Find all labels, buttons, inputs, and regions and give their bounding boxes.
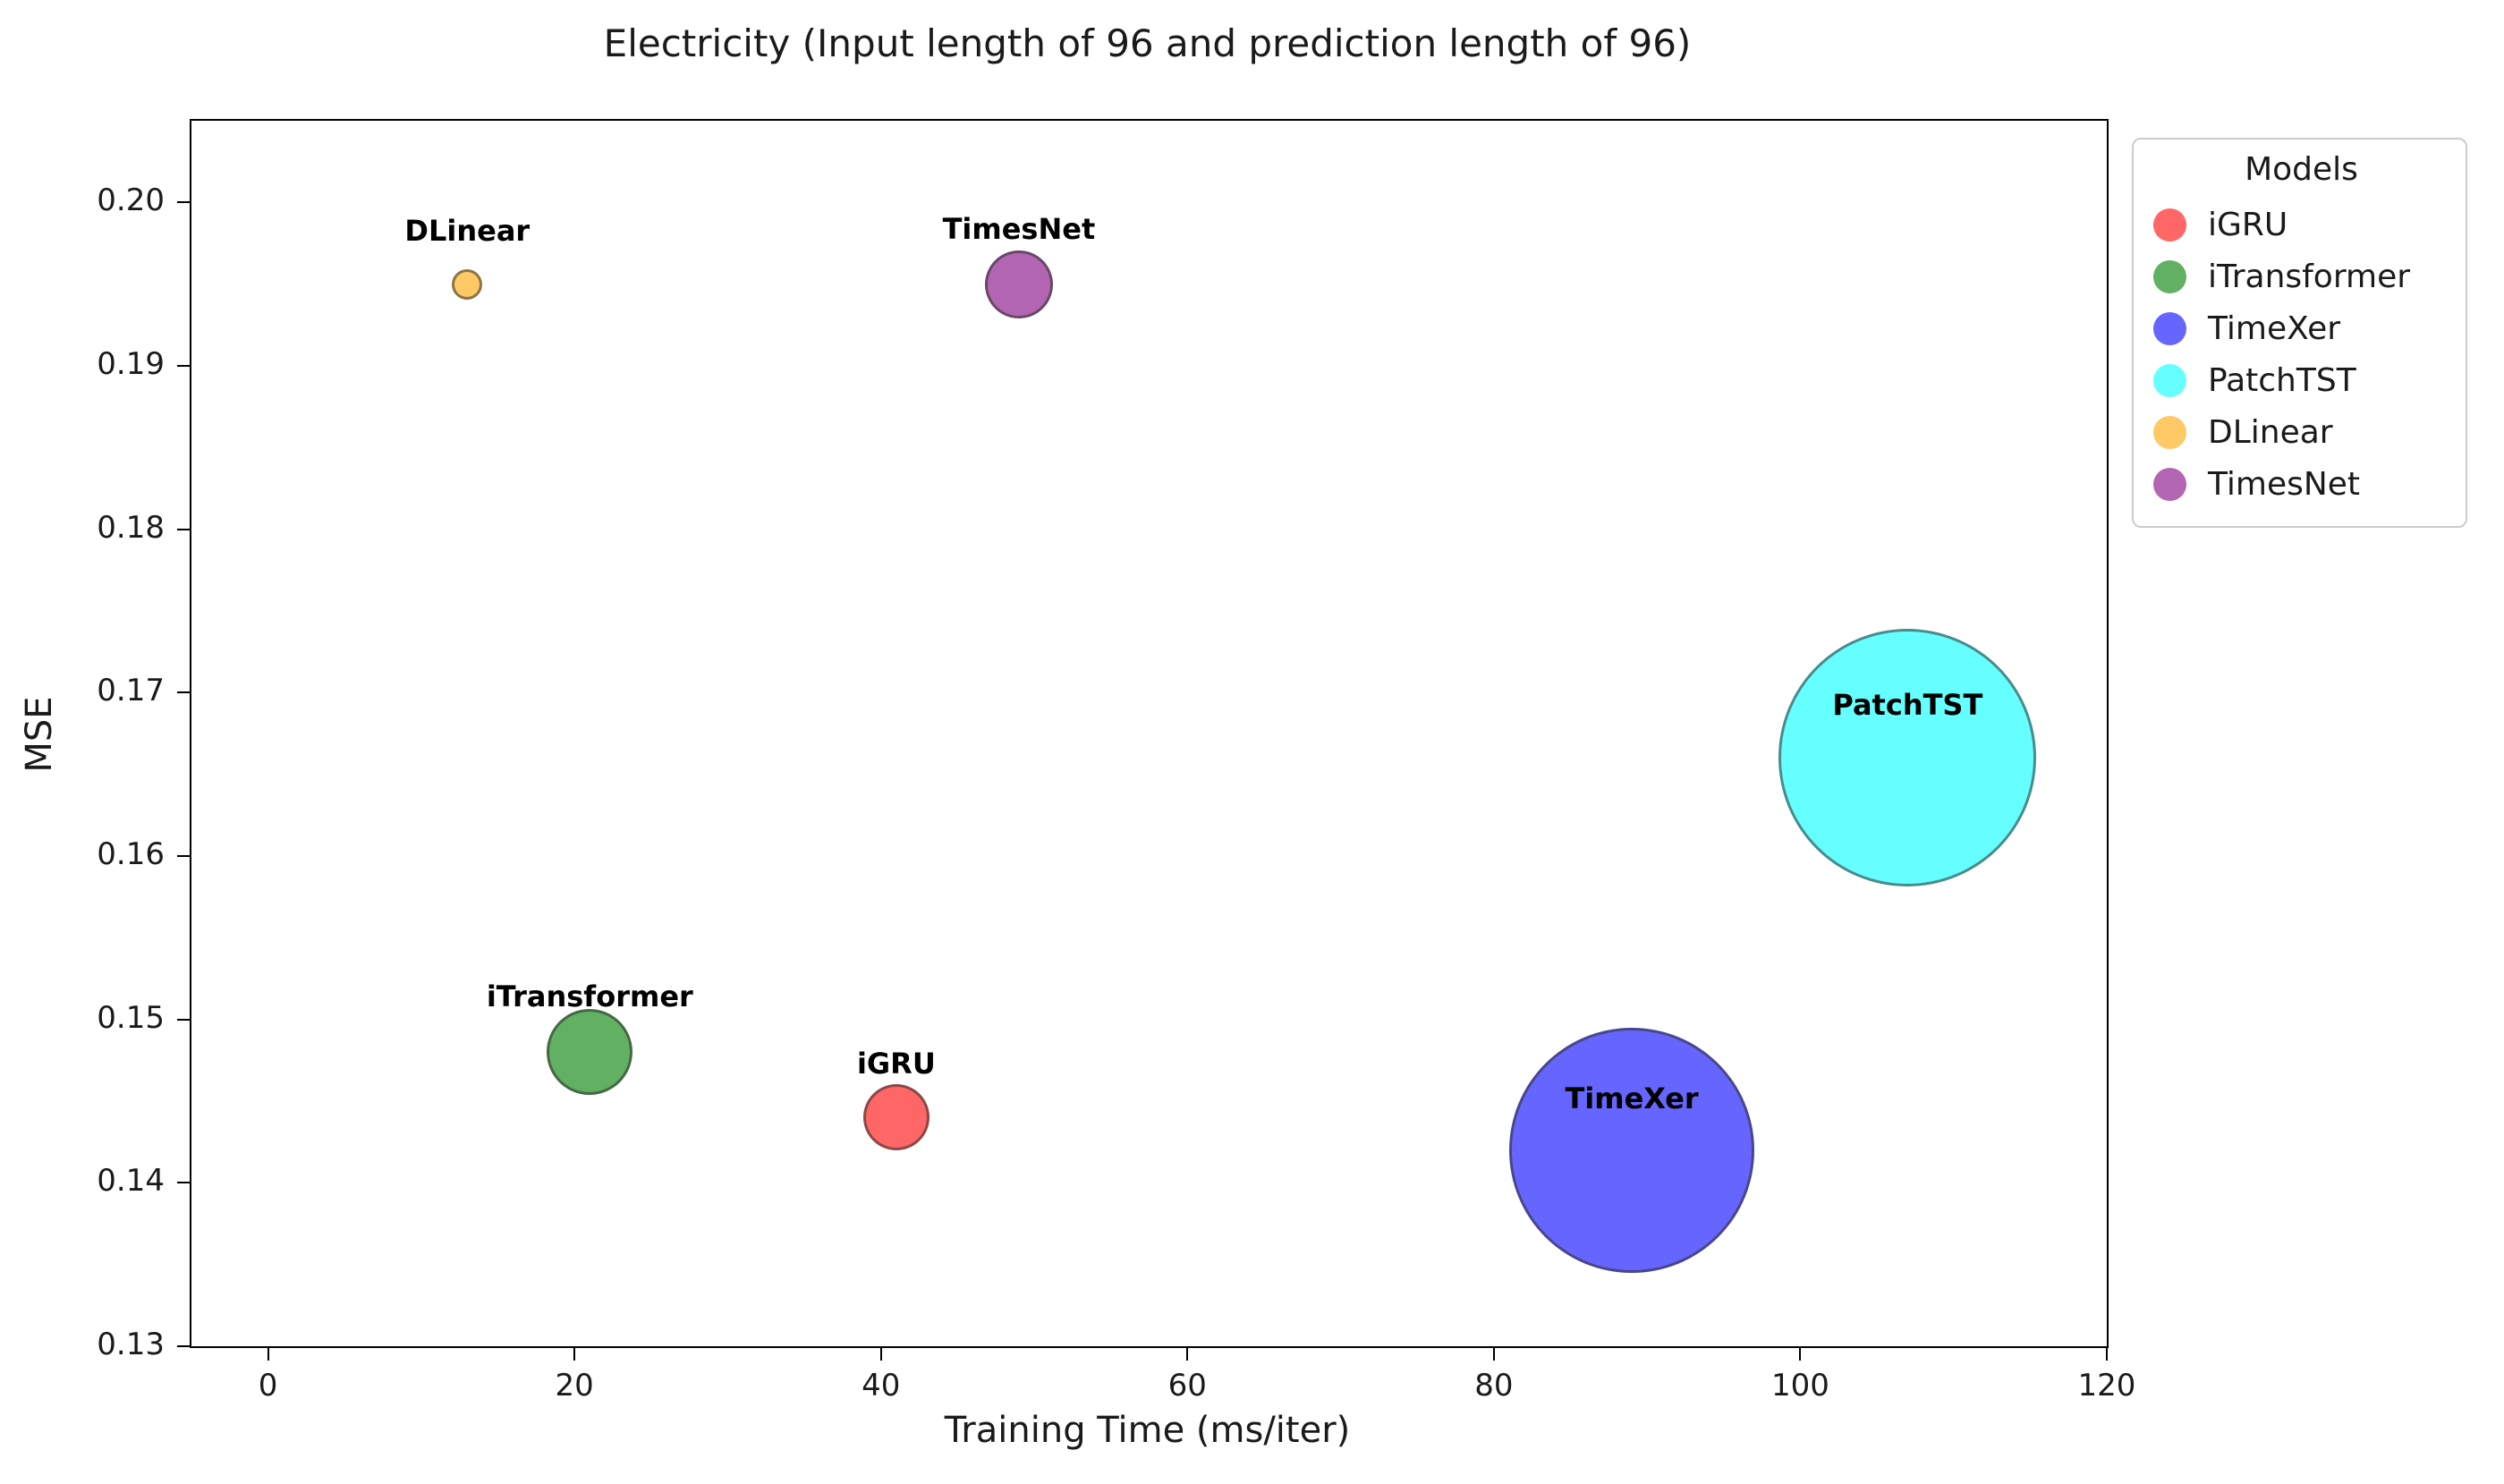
bubble-timexer (1509, 1027, 1755, 1273)
x-tick-label: 80 (1474, 1368, 1514, 1403)
x-tick-mark (1799, 1348, 1802, 1361)
legend: Models iGRU iTransformer TimeXer PatchTST DL… (2132, 138, 2467, 528)
legend-item-label: PatchTST (2208, 361, 2356, 399)
legend-dot-dlinear (2153, 415, 2186, 449)
x-tick-mark (267, 1348, 269, 1361)
x-tick-mark (1492, 1348, 1495, 1361)
legend-dot-timexer (2153, 311, 2186, 345)
y-tick-mark (177, 1018, 190, 1021)
x-tick-mark (1186, 1348, 1189, 1361)
y-tick-label: 0.20 (97, 182, 165, 219)
y-tick-mark (177, 1182, 190, 1184)
legend-item-itransformer: iTransformer (2153, 250, 2449, 302)
bubble-label-patchtst: PatchTST (1832, 688, 1983, 723)
legend-item-label: TimesNet (2208, 465, 2361, 503)
y-tick-label: 0.19 (97, 346, 165, 382)
x-tick-label: 100 (1770, 1368, 1829, 1403)
legend-item-igru: iGRU (2153, 199, 2449, 250)
x-tick-label: 40 (862, 1368, 901, 1403)
legend-item-label: DLinear (2208, 413, 2333, 451)
bubble-igru (862, 1084, 929, 1151)
x-tick-mark (573, 1348, 576, 1361)
legend-item-dlinear: DLinear (2153, 406, 2449, 458)
y-tick-label: 0.14 (97, 1163, 165, 1200)
legend-item-timexer: TimeXer (2153, 302, 2449, 354)
legend-dot-itransformer (2153, 259, 2186, 293)
bubble-label-dlinear: DLinear (404, 213, 531, 248)
y-tick-label: 0.18 (97, 509, 165, 546)
bubble-timesnet (984, 250, 1053, 318)
y-tick-label: 0.13 (97, 1327, 165, 1362)
y-tick-mark (177, 691, 190, 694)
bubble-label-timesnet: TimesNet (942, 211, 1096, 246)
y-tick-label: 0.16 (97, 836, 165, 872)
legend-dot-igru (2153, 208, 2186, 242)
y-tick-label: 0.15 (97, 999, 165, 1036)
y-tick-mark (177, 1345, 190, 1347)
legend-item-timesnet: TimesNet (2153, 458, 2449, 510)
x-tick-label: 60 (1167, 1368, 1207, 1403)
y-tick-mark (177, 528, 190, 530)
legend-title: Models (2245, 151, 2358, 188)
x-tick-label: 20 (555, 1368, 594, 1403)
y-tick-mark (177, 201, 190, 204)
plot-area: 0 20 40 60 80 100 120 0.13 0.14 0.15 0.16 0.17 0.18 0… (97, 119, 2135, 1403)
y-tick-mark (177, 855, 190, 857)
x-tick-mark (2106, 1348, 2108, 1361)
chart-title: Electricity (Input length of 96 and pred… (603, 21, 1692, 65)
bubble-patchtst (1778, 629, 2037, 887)
bubble-label-timexer: TimeXer (1565, 1081, 1699, 1115)
x-tick-label: 120 (2077, 1368, 2136, 1403)
bubble-label-itransformer: iTransformer (486, 979, 693, 1014)
y-tick-mark (177, 365, 190, 367)
bubble-dlinear (452, 268, 483, 300)
bubble-itransformer (547, 1009, 633, 1096)
x-axis-label: Training Time (ms/iter) (944, 1410, 1351, 1451)
legend-dot-timesnet (2153, 467, 2186, 501)
legend-item-label: iTransformer (2208, 258, 2411, 295)
y-tick-label: 0.17 (97, 673, 165, 709)
x-tick-label: 0 (258, 1368, 278, 1403)
x-tick-mark (879, 1348, 882, 1361)
legend-dot-patchtst (2153, 363, 2186, 397)
bubble-label-igru: iGRU (856, 1047, 936, 1081)
legend-item-label: iGRU (2208, 206, 2288, 243)
legend-item-label: TimeXer (2208, 310, 2341, 347)
legend-item-patchtst: PatchTST (2153, 354, 2449, 406)
legend-items: iGRU iTransformer TimeXer PatchTST DLinear Ti… (2153, 199, 2449, 510)
y-axis-label: MSE (19, 696, 60, 773)
